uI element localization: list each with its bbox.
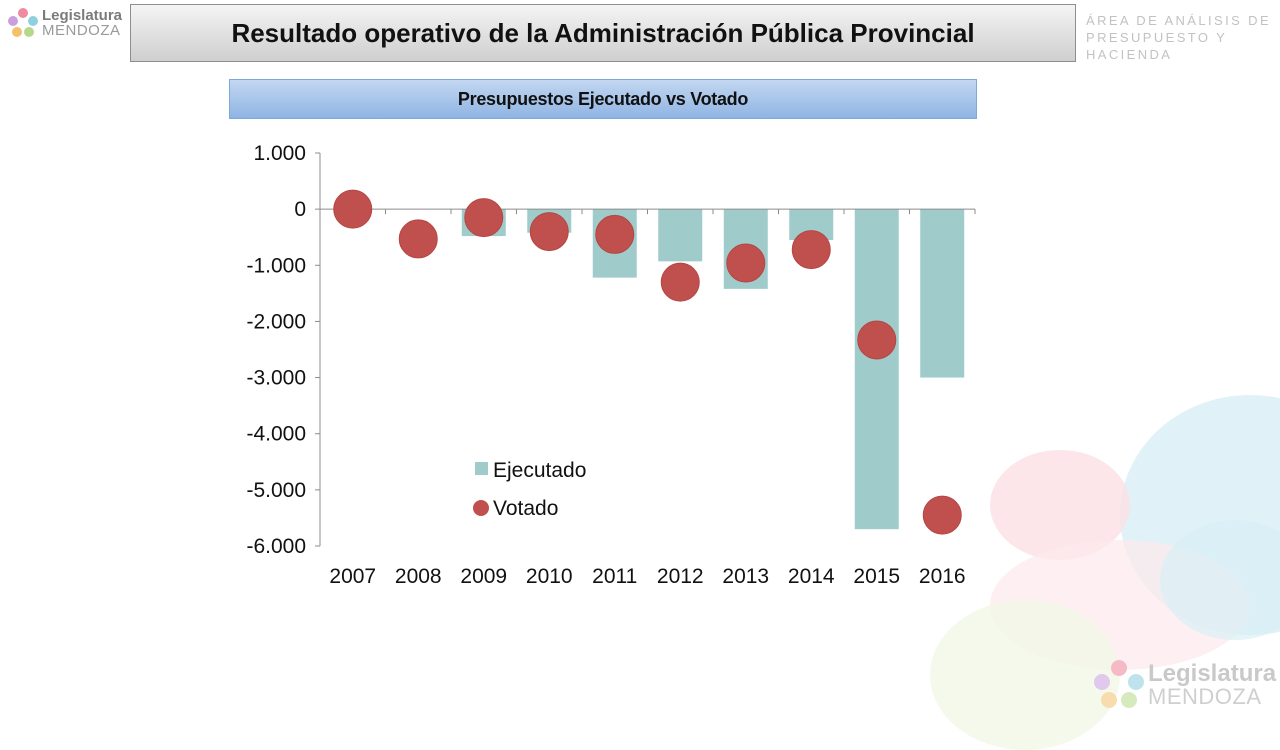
legislatura-logo: Legislatura MENDOZA (8, 8, 122, 38)
point-votado (923, 496, 961, 534)
point-votado (334, 190, 372, 228)
chart-title-bar: Presupuestos Ejecutado vs Votado (229, 79, 977, 119)
legend-label-ejecutado: Ejecutado (493, 459, 586, 482)
x-tick-label: 2014 (788, 565, 835, 588)
bar-ejecutado (920, 209, 964, 377)
y-tick-label: -1.000 (246, 254, 306, 277)
y-tick-label: -4.000 (246, 423, 306, 446)
point-votado (727, 244, 765, 282)
logo-line2: MENDOZA (42, 23, 122, 38)
point-votado (596, 215, 634, 253)
point-votado (399, 220, 437, 258)
y-tick-label: -6.000 (246, 535, 306, 558)
legislatura-logo-footer: Legislatura MENDOZA (1094, 660, 1276, 710)
page-title: Resultado operativo de la Administración… (231, 18, 974, 49)
area-line1: ÁREA DE ANÁLISIS DE (1086, 12, 1280, 29)
bar-ejecutado (658, 209, 702, 261)
x-tick-label: 2008 (395, 565, 442, 588)
chart-title: Presupuestos Ejecutado vs Votado (458, 89, 748, 110)
x-tick-label: 2007 (329, 565, 376, 588)
x-tick-label: 2013 (722, 565, 769, 588)
logo-flower-icon (1094, 660, 1144, 710)
point-votado (661, 263, 699, 301)
page-title-bar: Resultado operativo de la Administración… (130, 4, 1076, 62)
area-line2: PRESUPUESTO Y HACIENDA (1086, 29, 1280, 63)
legend-swatch-ejecutado (475, 462, 488, 475)
bar-ejecutado (855, 209, 899, 529)
legend-label-votado: Votado (493, 497, 558, 520)
chart: 1.000 0 -1.000 -2.000 -3.000 -4.000 -5.000 -6.0… (220, 130, 990, 600)
point-votado (858, 321, 896, 359)
y-tick-label: -3.000 (246, 367, 306, 390)
x-tick-label: 2015 (853, 565, 900, 588)
x-tick-label: 2010 (526, 565, 573, 588)
legend-swatch-votado (473, 500, 489, 516)
footer-logo-line1: Legislatura (1148, 662, 1276, 686)
y-tick-label: 0 (294, 198, 306, 221)
x-tick-label: 2016 (919, 565, 966, 588)
point-votado (465, 199, 503, 237)
footer-logo-line2: MENDOZA (1148, 686, 1276, 708)
point-votado (530, 213, 568, 251)
y-tick-label: 1.000 (253, 142, 306, 165)
logo-flower-icon (8, 8, 38, 38)
x-tick-label: 2012 (657, 565, 704, 588)
x-tick-label: 2009 (460, 565, 507, 588)
y-tick-label: -5.000 (246, 479, 306, 502)
y-tick-label: -2.000 (246, 310, 306, 333)
logo-line1: Legislatura (42, 8, 122, 23)
point-votado (792, 231, 830, 269)
x-tick-label: 2011 (592, 565, 637, 588)
area-label: ÁREA DE ANÁLISIS DE PRESUPUESTO Y HACIEN… (1086, 12, 1280, 63)
